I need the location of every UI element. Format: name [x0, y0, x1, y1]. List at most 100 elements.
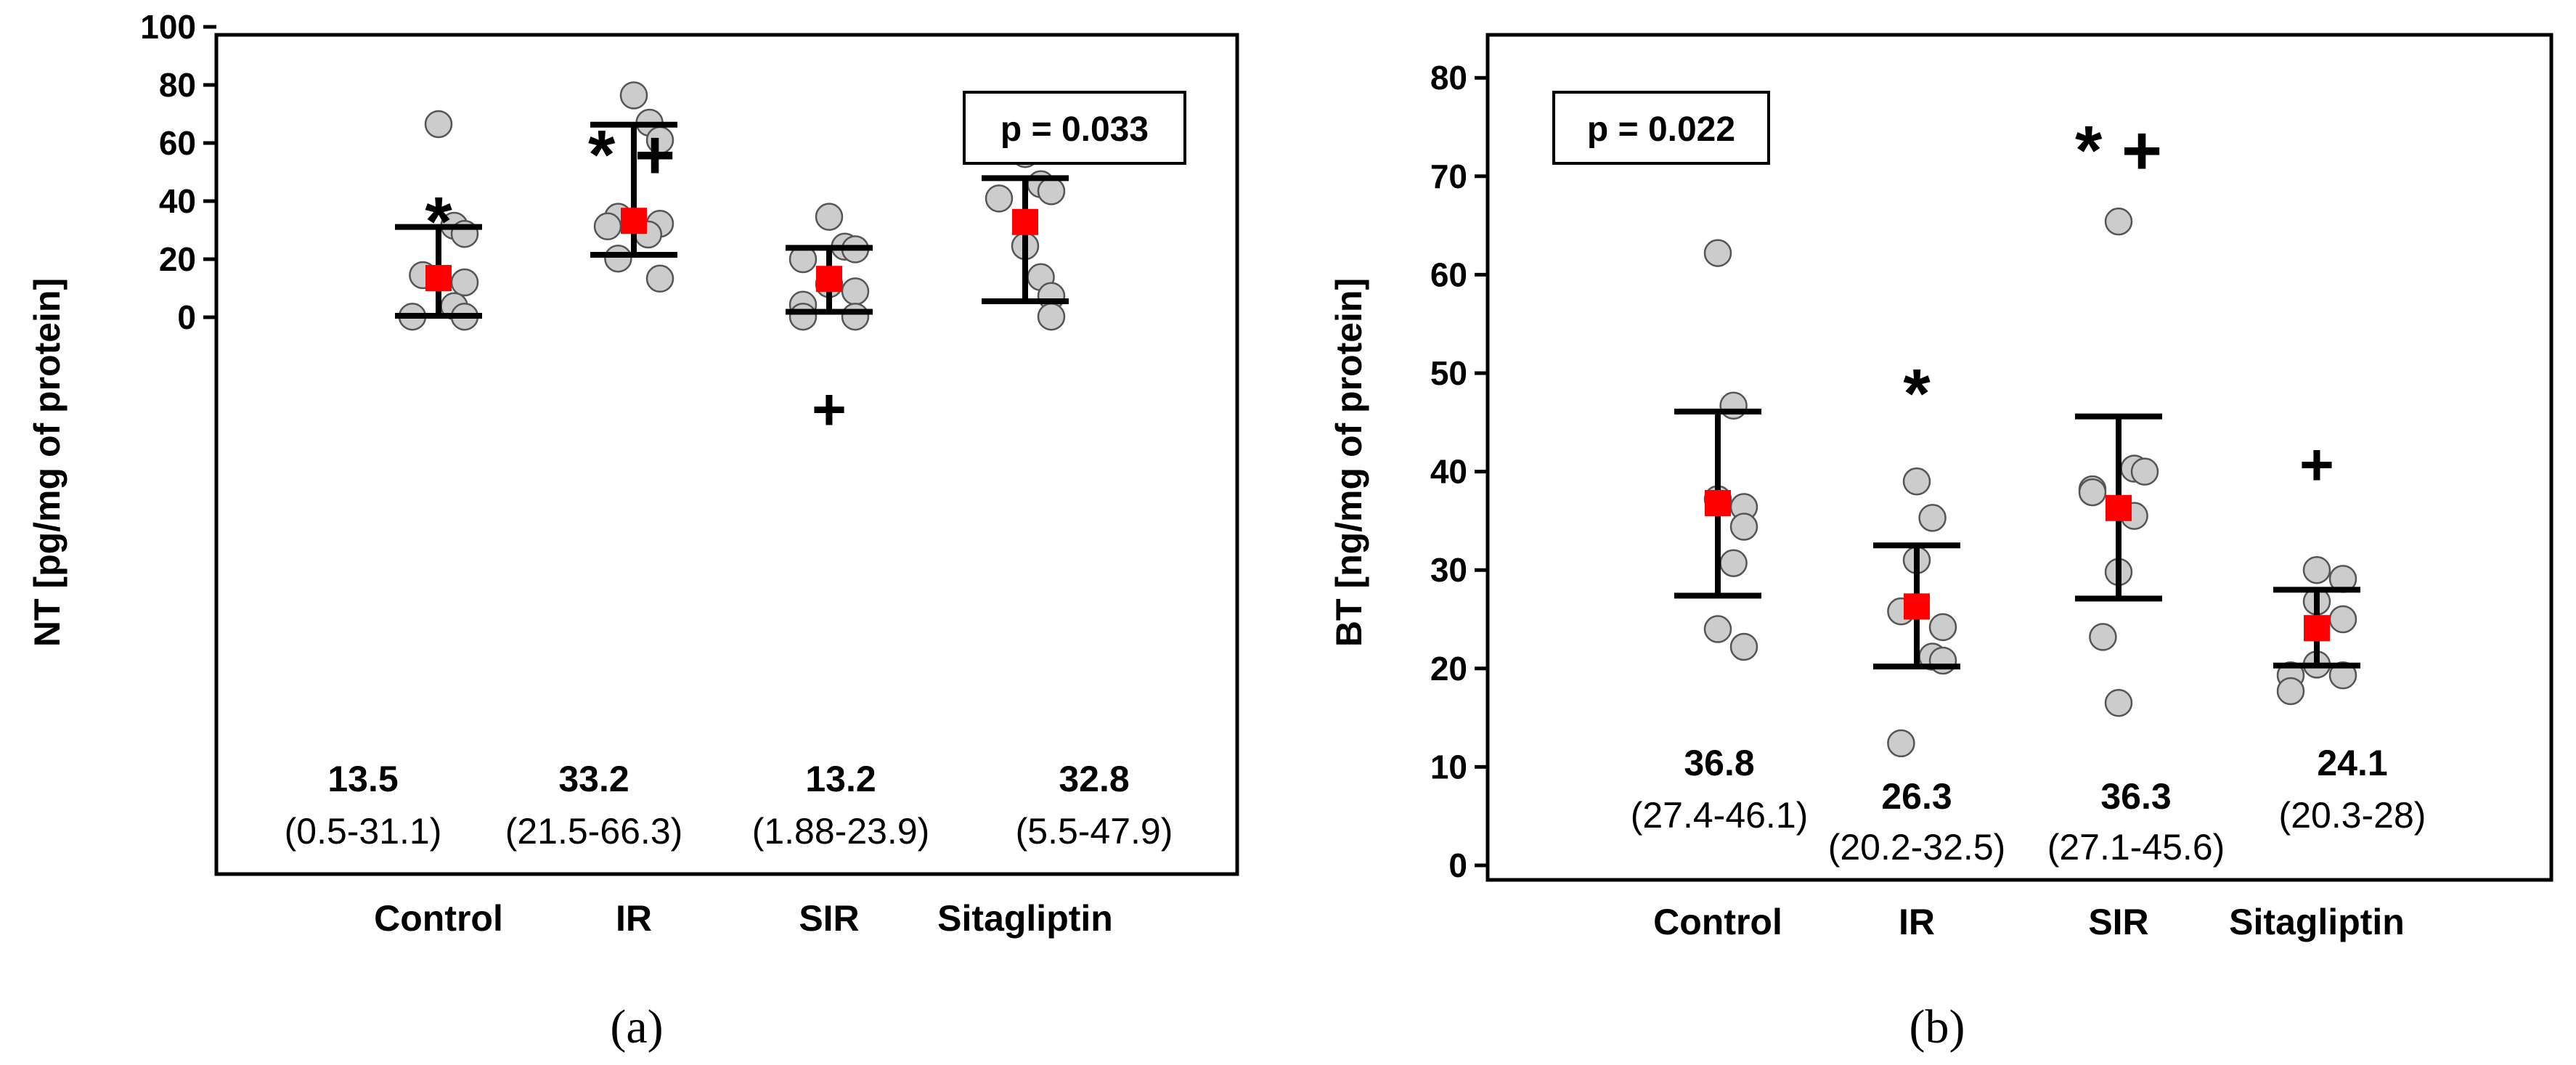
y-tick-label-80-a: 80 — [159, 66, 196, 104]
range-label-ir-a: (21.5-66.3) — [505, 811, 683, 852]
y-tick-label-100-a: 100 — [140, 8, 196, 46]
data-point-sir-b — [2104, 689, 2133, 717]
median-label-control-b: 36.8 — [1684, 743, 1754, 783]
panel-caption-a: (a) — [610, 1000, 663, 1053]
median-marker-sitagliptin-b — [2304, 615, 2330, 642]
data-point-control-b — [1729, 513, 1758, 541]
data-point-sitagliptin-a — [1037, 302, 1066, 331]
median-marker-control-a — [425, 265, 452, 291]
panel-b: 0 10 20 30 40 50 60 70 80 p = 0.022 BT [ng/mg of… — [1329, 33, 2553, 1053]
significance-sir-b: * + — [2075, 112, 2162, 189]
median-label-control-a: 13.5 — [327, 759, 398, 799]
y-tick-label-30-b: 30 — [1430, 551, 1467, 589]
data-point-sitagliptin-a — [1037, 177, 1066, 205]
category-label-control-a: Control — [374, 898, 503, 939]
category-label-sitagliptin-b: Sitagliptin — [2229, 902, 2405, 942]
significance-sir-a: + — [812, 377, 847, 443]
median-label-sitagliptin-a: 32.8 — [1059, 759, 1129, 799]
category-label-control-b: Control — [1653, 902, 1782, 942]
plot-layer-b — [1674, 207, 2360, 758]
data-point-sir-b — [2089, 623, 2117, 651]
y-tick-label-40-a: 40 — [159, 182, 196, 220]
data-point-sir-a — [841, 302, 870, 331]
panel-caption-b: (b) — [1909, 1000, 1965, 1053]
y-tick-label-20-b: 20 — [1430, 650, 1467, 687]
data-point-ir-b — [1902, 467, 1931, 496]
data-point-sir-b — [2130, 457, 2159, 486]
median-label-sir-a: 13.2 — [805, 759, 876, 799]
category-label-ir-b: IR — [1899, 902, 1935, 942]
category-label-ir-a: IR — [616, 898, 652, 939]
data-point-ir-b — [1928, 613, 1957, 642]
median-label-ir-b: 26.3 — [1881, 776, 1952, 817]
y-tick-label-0-b: 0 — [1448, 846, 1467, 884]
range-label-sitagliptin-a: (5.5-47.9) — [1016, 811, 1173, 852]
category-label-sir-a: SIR — [799, 898, 859, 939]
data-point-ir-b — [1918, 504, 1947, 532]
data-point-ir-b — [1928, 646, 1957, 675]
median-marker-sitagliptin-a — [1012, 208, 1038, 235]
p-value-b: p = 0.022 — [1587, 110, 1735, 149]
category-label-sitagliptin-a: Sitagliptin — [937, 898, 1113, 939]
data-point-sir-b — [2104, 207, 2133, 236]
y-tick-label-10-b: 10 — [1430, 748, 1467, 786]
y-tick-label-50-b: 50 — [1430, 354, 1467, 392]
data-point-control-b — [1703, 615, 1732, 643]
range-label-control-a: (0.5-31.1) — [285, 811, 442, 852]
y-axis-label-a: NT [pg/mg of protein] — [27, 278, 68, 647]
median-label-sitagliptin-b: 24.1 — [2317, 743, 2387, 783]
y-tick-label-40-b: 40 — [1430, 453, 1467, 491]
y-ticks-b: 0 10 20 30 40 50 60 70 80 — [1430, 59, 1488, 884]
range-label-sir-a: (1.88-23.9) — [752, 811, 930, 852]
plot-layer-a — [395, 81, 1069, 331]
y-ticks-a: 0 20 40 60 80 100 — [140, 8, 216, 336]
median-label-sir-b: 36.3 — [2100, 776, 2171, 817]
median-marker-ir-b — [1904, 593, 1930, 620]
p-value-a: p = 0.033 — [1000, 110, 1149, 149]
data-point-control-b — [1719, 549, 1748, 577]
median-label-ir-a: 33.2 — [558, 759, 629, 799]
data-point-ir-b — [1887, 729, 1915, 758]
y-axis-label-b: BT [ng/mg of protein] — [1329, 278, 1369, 647]
data-point-sitagliptin-b — [2328, 661, 2357, 690]
median-marker-ir-a — [621, 208, 647, 234]
significance-sitagliptin-b: + — [2299, 432, 2334, 498]
significance-control-a: * — [425, 183, 452, 261]
data-point-sitagliptin-b — [2276, 677, 2305, 706]
data-point-ir-a — [604, 244, 632, 273]
data-point-control-b — [1719, 391, 1748, 420]
data-point-ir-a — [619, 81, 648, 110]
range-label-ir-b: (20.2-32.5) — [1828, 827, 2006, 868]
median-marker-sir-b — [2106, 494, 2132, 521]
y-tick-label-60-b: 60 — [1430, 256, 1467, 293]
range-label-control-b: (27.4-46.1) — [1631, 795, 1809, 836]
y-tick-label-0-a: 0 — [177, 298, 196, 336]
p-value-box-b: p = 0.022 — [1552, 91, 1770, 165]
y-tick-label-80-b: 80 — [1430, 59, 1467, 97]
p-value-box-a: p = 0.033 — [963, 91, 1186, 165]
median-marker-sir-a — [816, 266, 842, 293]
range-label-sir-b: (27.1-45.6) — [2047, 827, 2225, 868]
y-tick-label-70-b: 70 — [1430, 158, 1467, 195]
data-point-ir-a — [645, 264, 674, 293]
data-point-sir-a — [841, 277, 870, 306]
category-label-sir-b: SIR — [2088, 902, 2148, 942]
data-point-sitagliptin-a — [985, 184, 1014, 213]
panel-a: 0 20 40 60 80 100 p = 0.033 NT [pg/mg of prot… — [27, 8, 1239, 1053]
significance-ir-b: * — [1903, 355, 1931, 433]
data-point-control-a — [424, 110, 453, 139]
data-point-control-b — [1729, 632, 1758, 661]
data-point-sir-a — [815, 203, 844, 231]
data-point-sir-b — [2078, 478, 2107, 507]
data-point-sir-a — [788, 302, 818, 331]
data-point-sitagliptin-b — [2328, 605, 2357, 634]
data-point-control-b — [1703, 239, 1732, 267]
data-point-sitagliptin-b — [2302, 555, 2331, 584]
significance-ir-a: * + — [588, 116, 675, 194]
y-tick-label-60-a: 60 — [159, 124, 196, 162]
y-tick-label-20-a: 20 — [159, 240, 196, 278]
median-marker-control-b — [1705, 489, 1731, 516]
data-point-control-a — [450, 268, 479, 297]
range-label-sitagliptin-b: (20.3-28) — [2279, 795, 2426, 836]
